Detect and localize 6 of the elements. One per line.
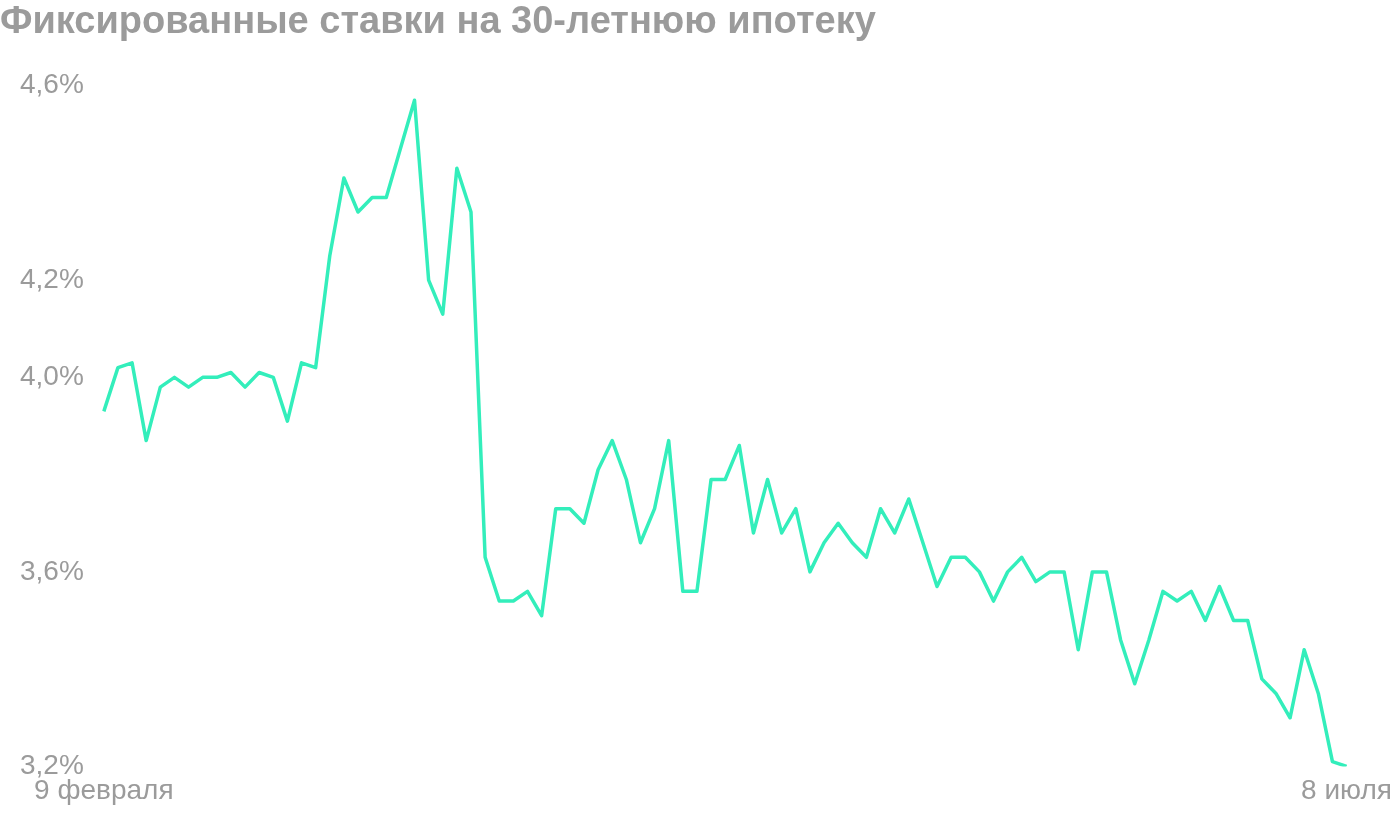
y-tick-label: 4,0% <box>19 360 84 392</box>
y-tick-label: 4,6% <box>19 68 84 100</box>
x-tick-label: 8 июля <box>1301 773 1393 805</box>
y-tick-label: 3,6% <box>19 554 84 586</box>
y-tick-label: 4,2% <box>19 262 84 294</box>
chart-title: Фиксированные ставки на 30-летнюю ипотеку <box>0 0 876 42</box>
